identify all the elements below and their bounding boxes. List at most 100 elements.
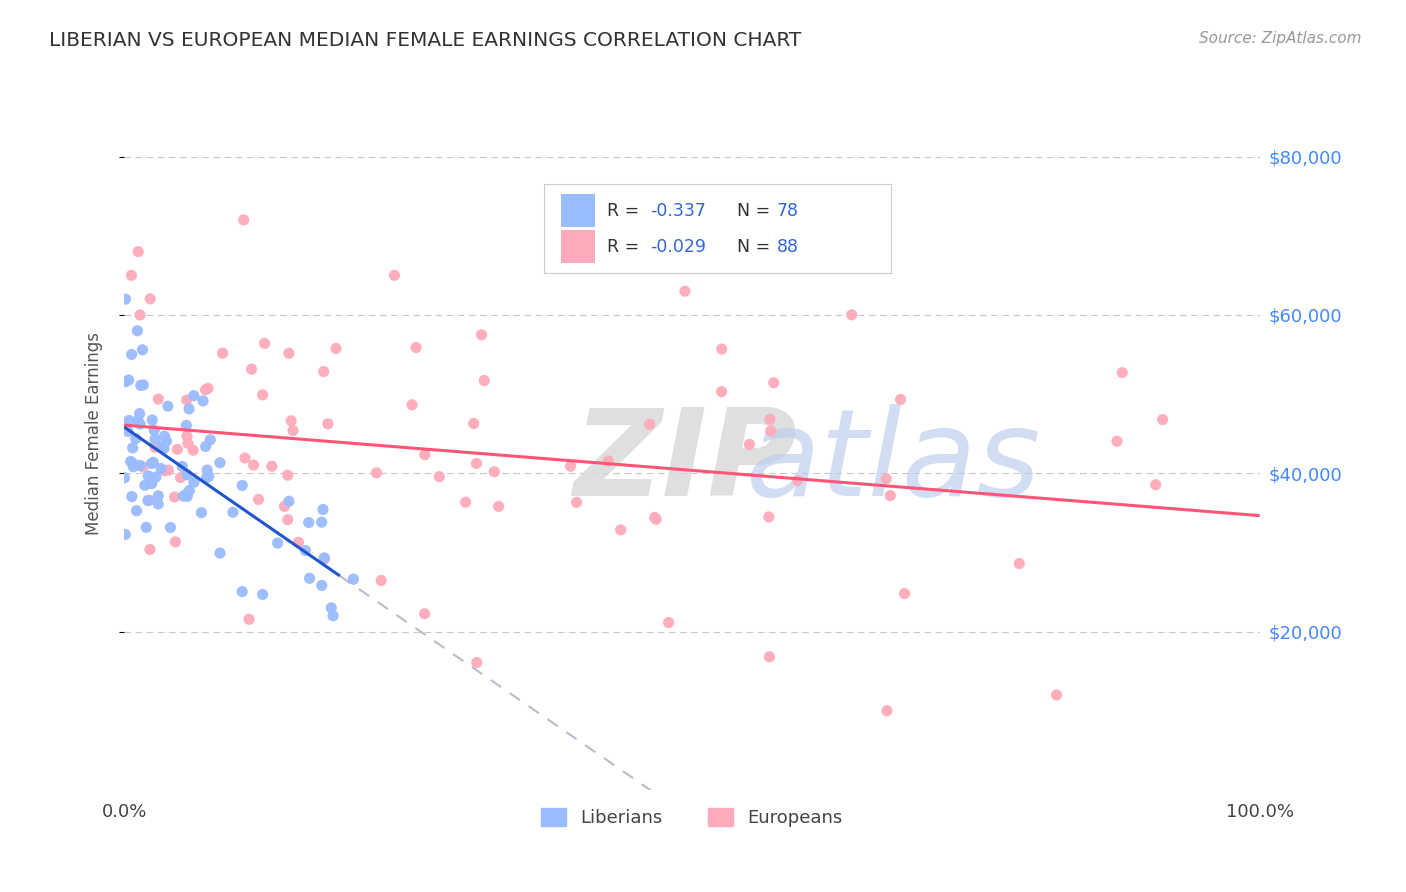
Point [841, 308, 863, 322]
Point [231, 478, 253, 492]
Text: ZIP: ZIP [572, 404, 796, 521]
Point [163, 490, 186, 504]
Point [122, 459, 145, 474]
Point [758, 510, 780, 524]
Point [638, 417, 661, 432]
Point [121, 347, 143, 361]
Point [143, 423, 166, 437]
Point [875, 472, 897, 486]
Point [427, 469, 450, 483]
Point [114, 292, 136, 306]
Point [488, 500, 510, 514]
Point [141, 457, 163, 471]
Point [673, 284, 696, 298]
Point [710, 384, 733, 399]
Point [143, 440, 166, 454]
Point [247, 492, 270, 507]
Point [598, 454, 620, 468]
Point [370, 574, 392, 588]
Text: 78: 78 [778, 202, 799, 219]
Point [277, 346, 299, 360]
Point [893, 586, 915, 600]
Point [183, 389, 205, 403]
Point [153, 429, 176, 443]
Point [132, 460, 155, 475]
Point [232, 213, 254, 227]
Point [645, 512, 668, 526]
Point [252, 587, 274, 601]
Point [710, 342, 733, 356]
Point [211, 346, 233, 360]
Point [176, 429, 198, 443]
Point [118, 413, 141, 427]
Point [120, 268, 142, 283]
Point [141, 413, 163, 427]
Point [129, 378, 152, 392]
Point [208, 546, 231, 560]
Point [176, 467, 198, 482]
Point [176, 418, 198, 433]
Point [266, 536, 288, 550]
Point [176, 392, 198, 407]
Point [281, 424, 304, 438]
Point [166, 442, 188, 457]
Point [177, 401, 200, 416]
Point [156, 399, 179, 413]
Point [287, 535, 309, 549]
Point [609, 523, 631, 537]
Point [194, 440, 217, 454]
Point [153, 464, 176, 478]
Point [222, 505, 245, 519]
Point [454, 495, 477, 509]
Point [129, 458, 152, 473]
Point [384, 268, 406, 283]
Point [1144, 477, 1167, 491]
Text: -0.029: -0.029 [650, 238, 706, 256]
Point [131, 343, 153, 357]
FancyBboxPatch shape [561, 194, 595, 227]
Point [118, 373, 141, 387]
Point [465, 656, 488, 670]
Point [316, 417, 339, 431]
Point [758, 649, 780, 664]
Point [159, 520, 181, 534]
Point [127, 324, 149, 338]
Point [114, 471, 136, 485]
Point [200, 433, 222, 447]
Point [208, 456, 231, 470]
Point [238, 612, 260, 626]
Point [135, 520, 157, 534]
Text: LIBERIAN VS EUROPEAN MEDIAN FEMALE EARNINGS CORRELATION CHART: LIBERIAN VS EUROPEAN MEDIAN FEMALE EARNI… [49, 31, 801, 50]
Point [240, 362, 263, 376]
Point [127, 244, 149, 259]
Point [1045, 688, 1067, 702]
Point [121, 441, 143, 455]
FancyBboxPatch shape [544, 185, 890, 273]
Text: R =: R = [607, 202, 644, 219]
Text: -0.337: -0.337 [650, 202, 706, 219]
Point [277, 468, 299, 483]
Point [155, 434, 177, 449]
Point [233, 451, 256, 466]
Point [471, 327, 494, 342]
Point [277, 513, 299, 527]
Point [890, 392, 912, 407]
Point [405, 341, 427, 355]
Point [176, 489, 198, 503]
Point [738, 437, 761, 451]
Point [759, 412, 782, 426]
Point [181, 443, 204, 458]
Point [177, 436, 200, 450]
Point [463, 417, 485, 431]
Legend: Liberians, Europeans: Liberians, Europeans [534, 801, 851, 834]
Point [172, 489, 194, 503]
Point [120, 454, 142, 468]
Point [472, 374, 495, 388]
Point [128, 407, 150, 421]
Point [342, 572, 364, 586]
Point [139, 292, 162, 306]
Point [786, 474, 808, 488]
Point [121, 456, 143, 470]
Point [169, 470, 191, 484]
Point [413, 448, 436, 462]
